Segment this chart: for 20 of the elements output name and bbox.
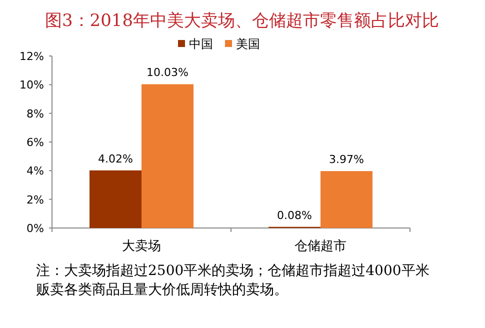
data-label: 4.02%	[98, 152, 133, 166]
title: 图3：2018年中美大卖场、仓储超市零售额占比对比	[44, 11, 440, 31]
y-tick-label: 4%	[26, 164, 44, 178]
x-tick-label: 仓储超市	[294, 239, 346, 254]
data-label: 3.97%	[329, 153, 364, 166]
y-tick-label: 10%	[20, 78, 44, 92]
data-label: 0.08%	[277, 208, 312, 222]
y-tick-label: 0%	[26, 222, 44, 235]
legend-label: 美国	[236, 37, 260, 51]
y-tick-label: 8%	[26, 107, 44, 120]
y-tick-label: 2%	[26, 193, 44, 206]
y-tick-label: 12%	[20, 50, 44, 63]
text: 注：大卖场指超过2500平米的卖场；仓储超市指超过4000平米贩卖各类商品且量大价低周转快的卖场。	[36, 262, 430, 300]
y-tick-label: 6%	[26, 136, 44, 149]
legend-label: 中国	[189, 37, 213, 51]
bar	[320, 171, 372, 228]
bar	[142, 84, 194, 228]
data-label: 10.03%	[146, 66, 188, 80]
x-tick-label: 大卖场	[122, 239, 161, 254]
bar	[90, 170, 142, 228]
